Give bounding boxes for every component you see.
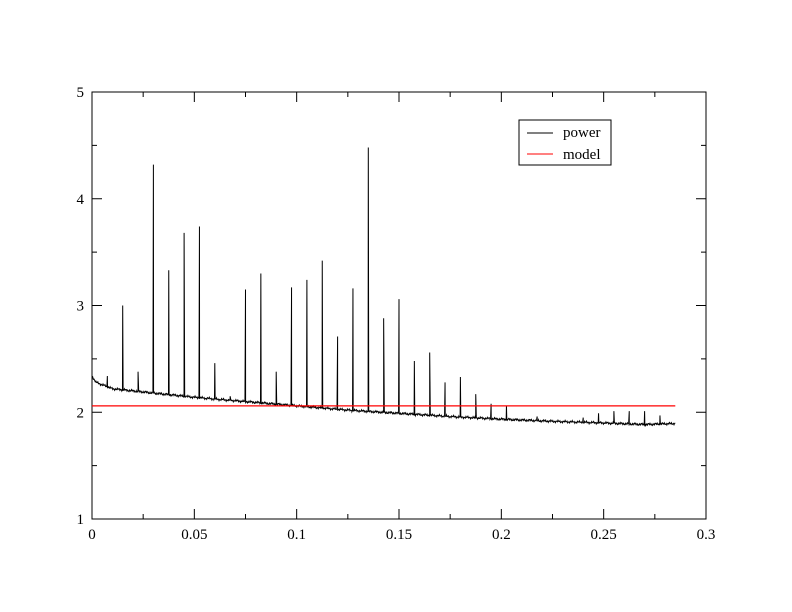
- legend-label-power: power: [563, 125, 601, 141]
- x-tick-label: 0.05: [181, 527, 207, 543]
- legend: power model: [518, 119, 612, 166]
- x-tick-label: 0: [88, 527, 96, 543]
- y-tick-label: 3: [77, 299, 85, 315]
- x-tick-label: 0.3: [697, 527, 716, 543]
- legend-box: [518, 119, 612, 166]
- x-tick-label: 0.1: [287, 527, 306, 543]
- x-tick-label: 0.15: [386, 527, 412, 543]
- x-tick-label: 0.2: [492, 527, 511, 543]
- y-tick-label: 4: [77, 192, 85, 208]
- y-tick-label: 5: [77, 85, 85, 101]
- legend-label-model: model: [563, 147, 601, 163]
- y-tick-label: 1: [77, 512, 85, 528]
- x-tick-label: 0.25: [591, 527, 617, 543]
- y-tick-label: 2: [77, 405, 85, 421]
- series-line-power: [91, 147, 676, 427]
- series-area: [91, 147, 676, 427]
- axes: 0 0.05 0.1 0.15 0.2 0.25 0.3 1 2 3 4 5: [77, 85, 716, 543]
